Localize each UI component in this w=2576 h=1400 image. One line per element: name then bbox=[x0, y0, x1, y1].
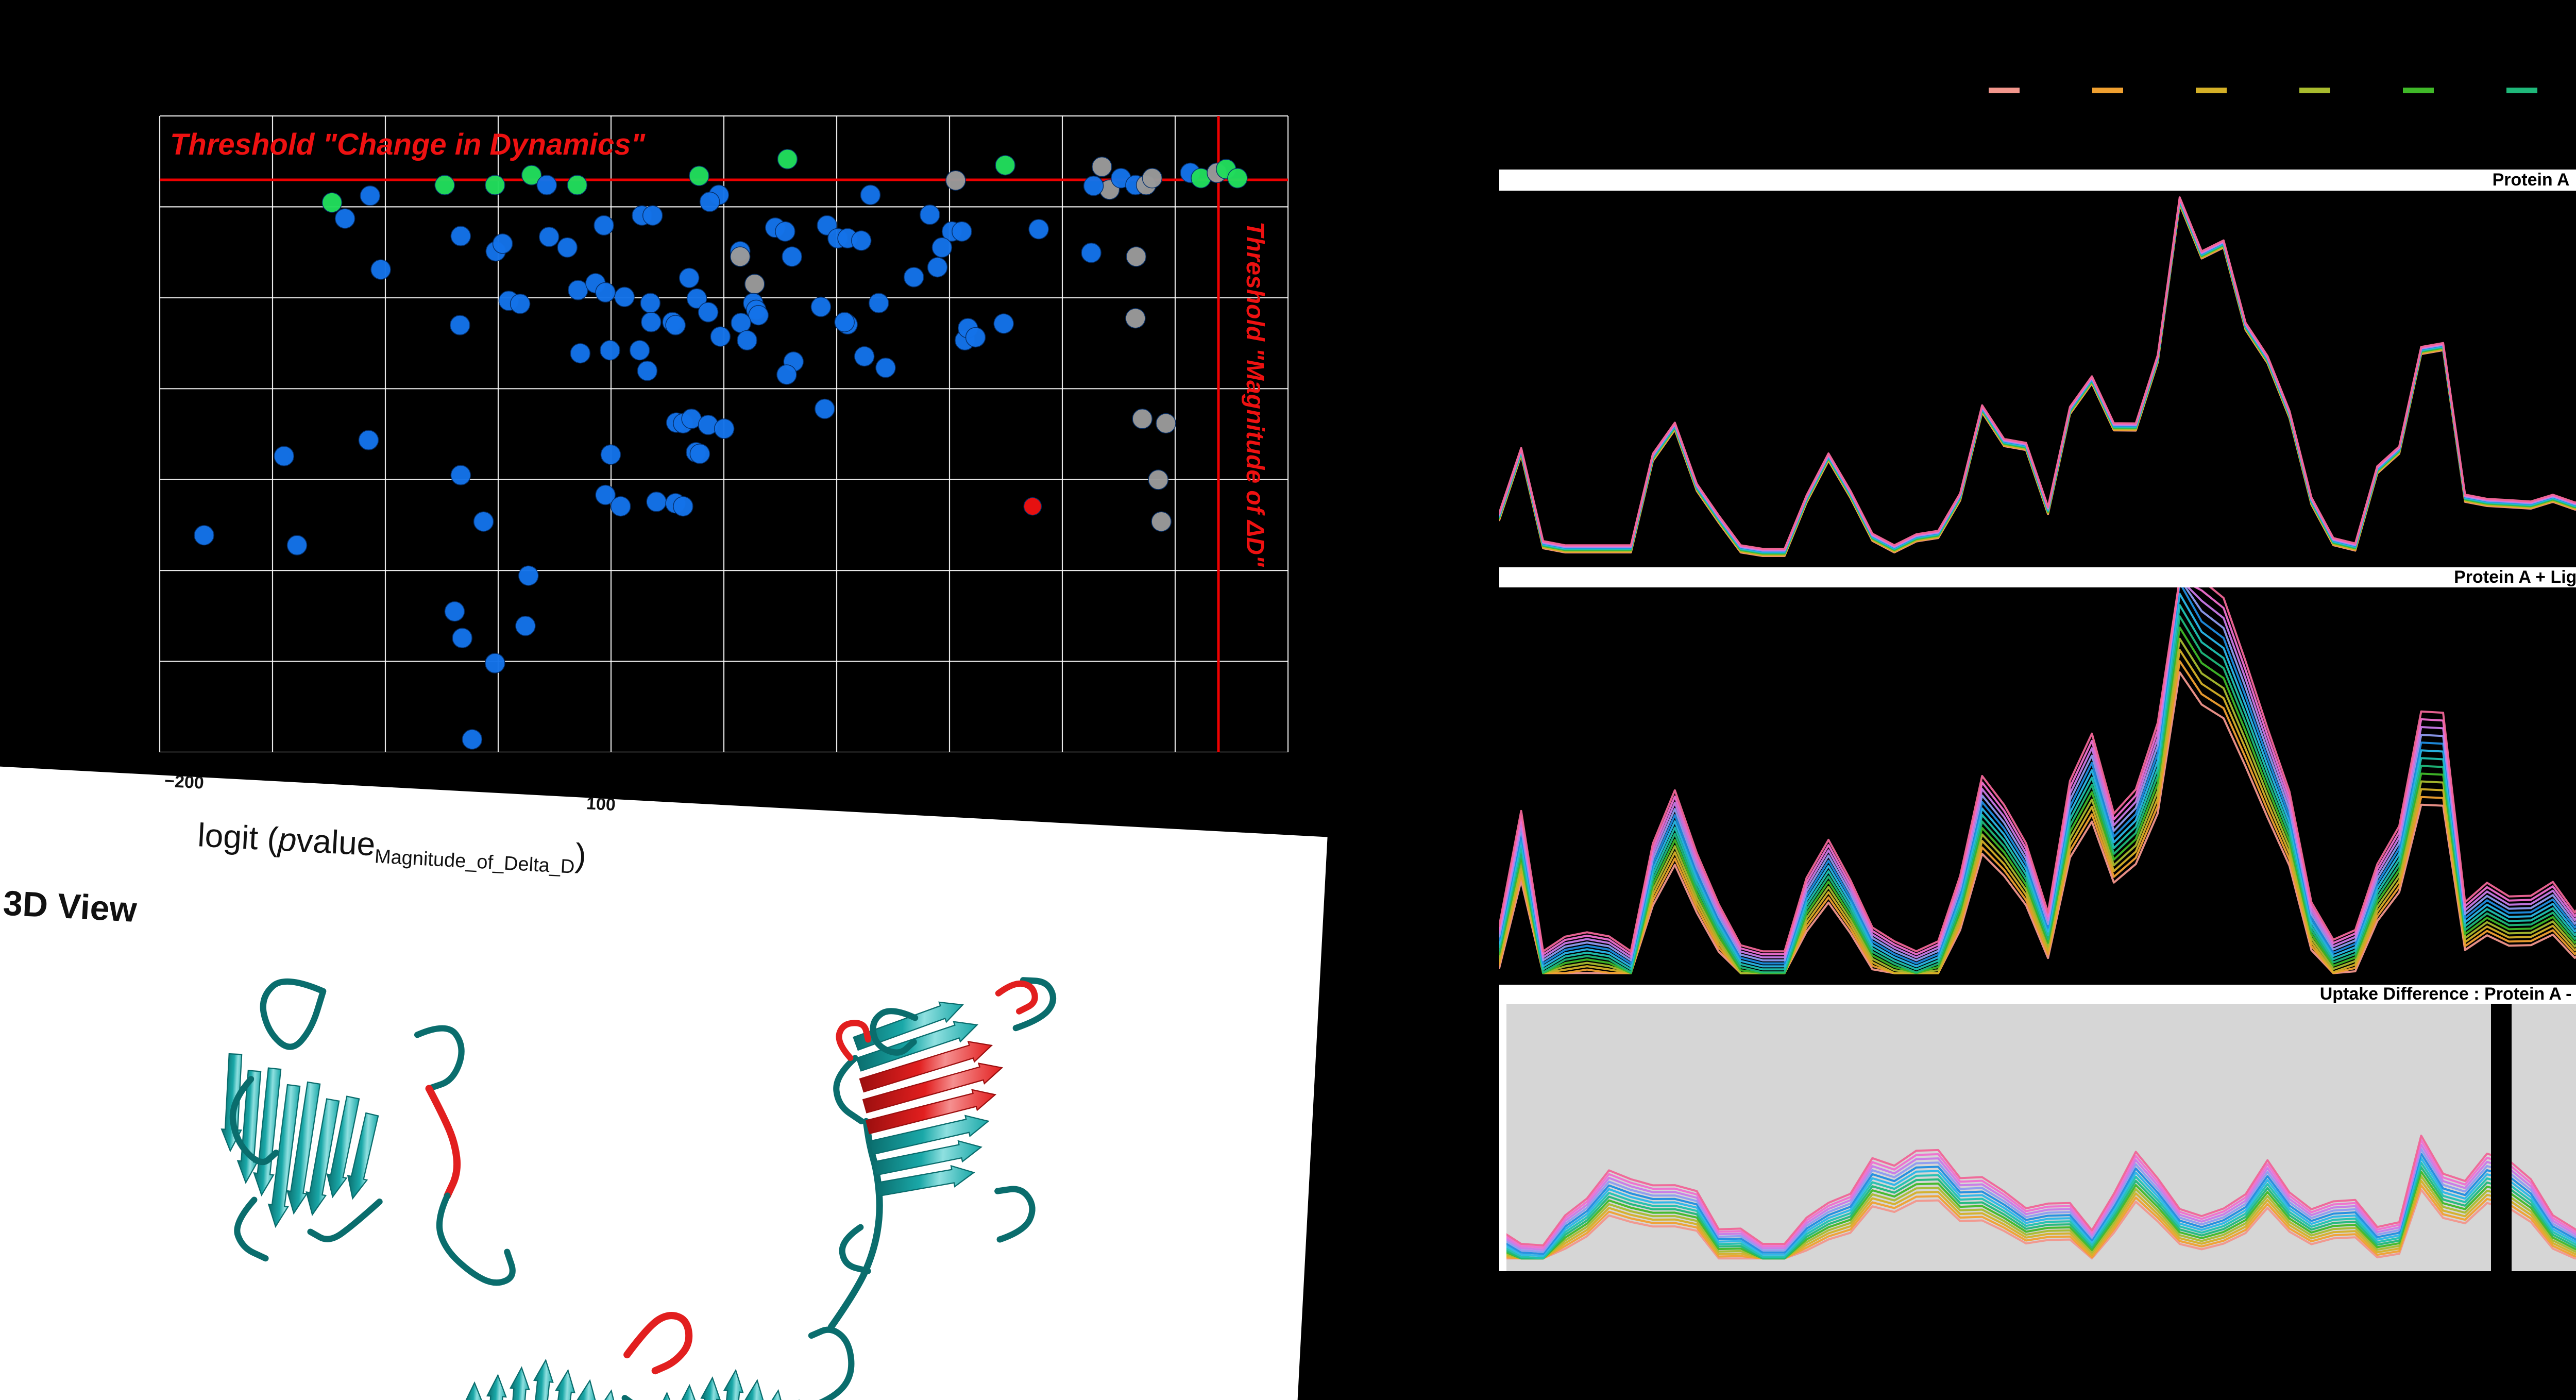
svg-text:Threshold "Magnitude of ΔD": Threshold "Magnitude of ΔD" bbox=[1241, 222, 1268, 567]
svg-text:Threshold "Change in Dynamics": Threshold "Change in Dynamics" bbox=[170, 128, 646, 161]
